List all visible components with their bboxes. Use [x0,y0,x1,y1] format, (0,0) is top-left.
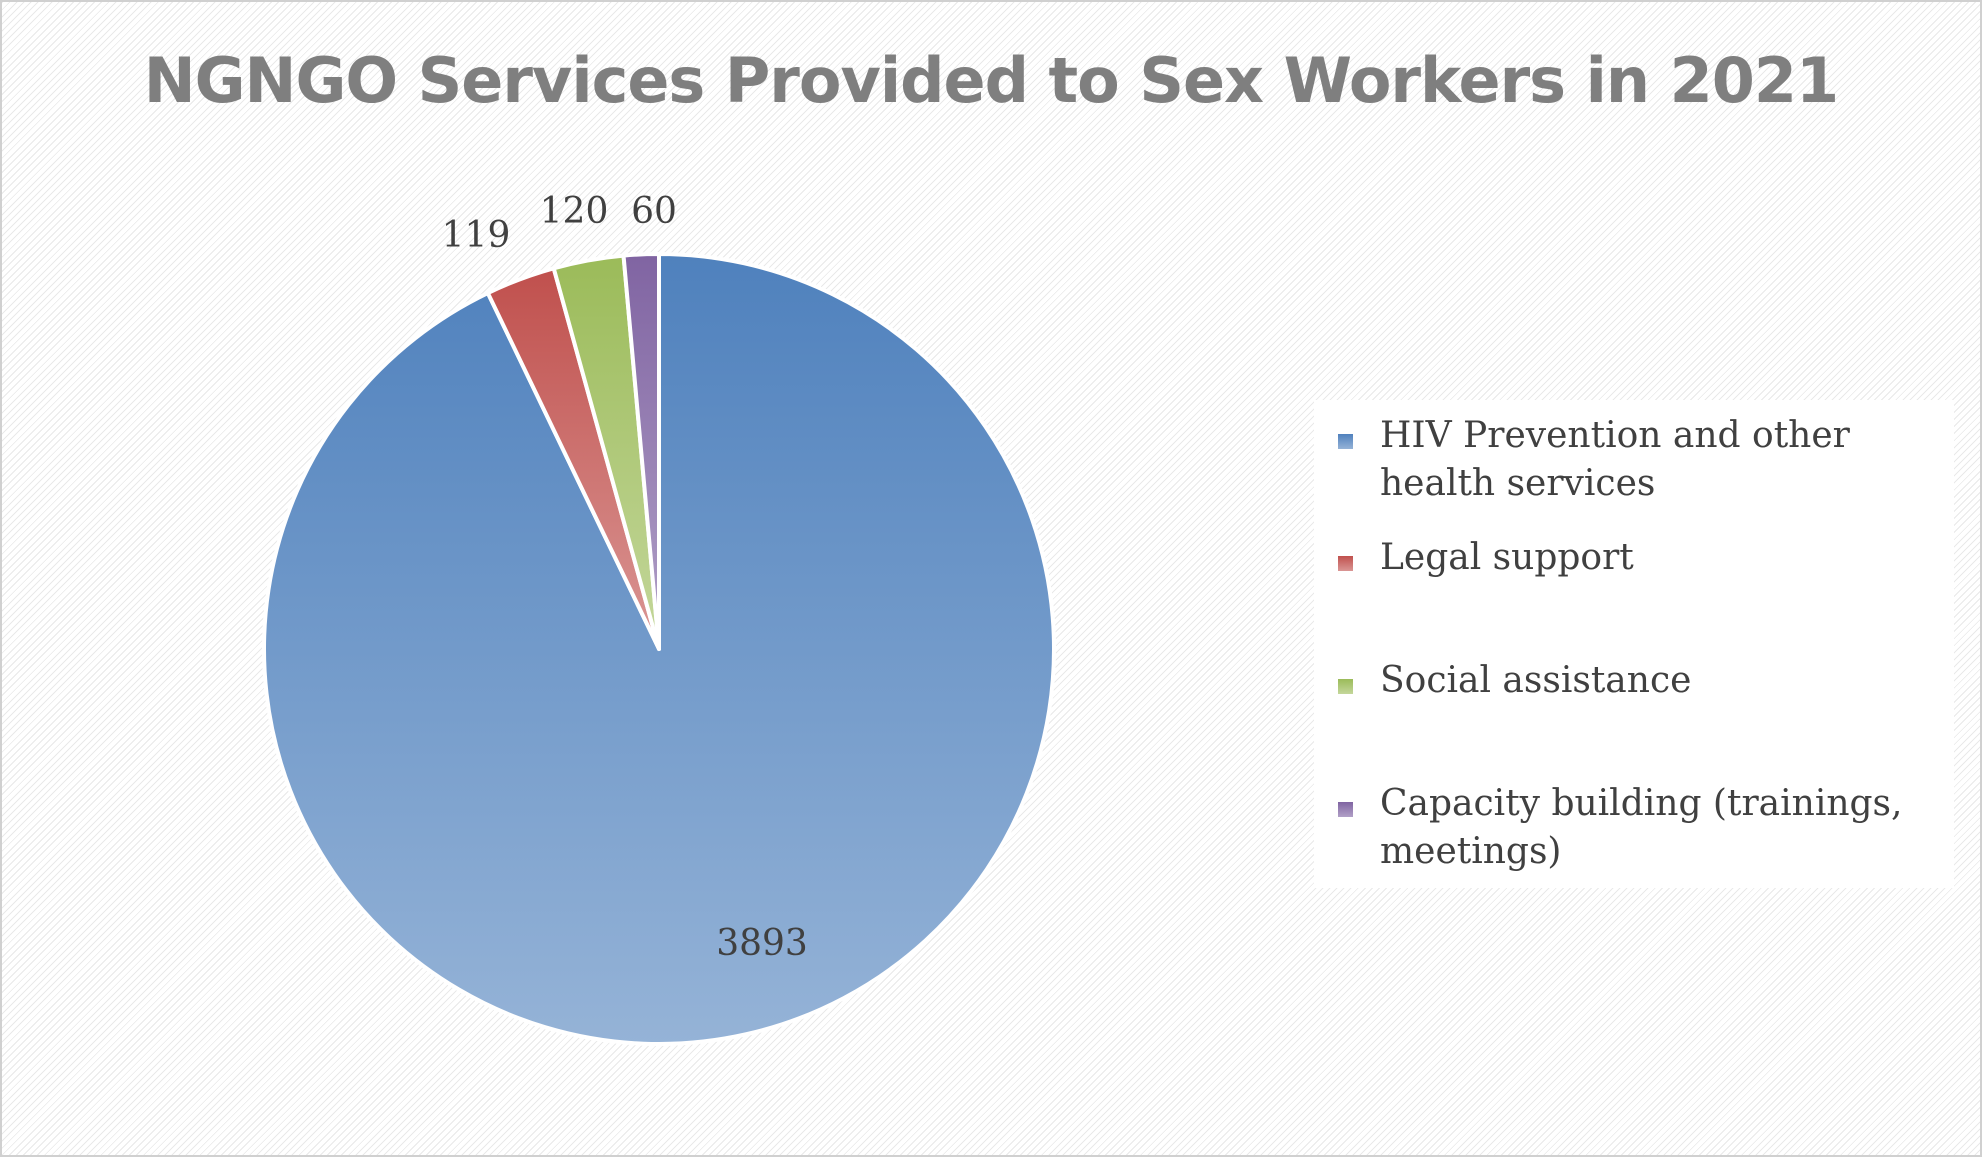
legend-label-hiv-prevention: HIV Prevention and other health services [1380,415,1850,504]
pie-slice-capacity-building [621,252,661,651]
data-label-hiv-prevention: 3893 [716,923,808,964]
legend: HIV Prevention and other health services… [1314,400,1954,888]
legend-swatch-social-assistance [1338,679,1353,694]
chart-title: NGNGO Services Provided to Sex Workers i… [143,44,1839,117]
legend-label-social-assistance: Social assistance [1380,660,1692,701]
legend-swatch-hiv-prevention [1338,434,1353,449]
legend-swatch-capacity-building [1338,802,1353,817]
legend-label-legal-support: Legal support [1380,537,1634,578]
legend-swatch-legal-support [1338,556,1353,571]
data-label-capacity-building: 60 [631,191,677,232]
data-label-social-assistance: 120 [540,191,609,232]
data-label-legal-support: 119 [442,215,511,256]
legend-label-capacity-building: Capacity building (trainings, meetings) [1380,783,1903,872]
